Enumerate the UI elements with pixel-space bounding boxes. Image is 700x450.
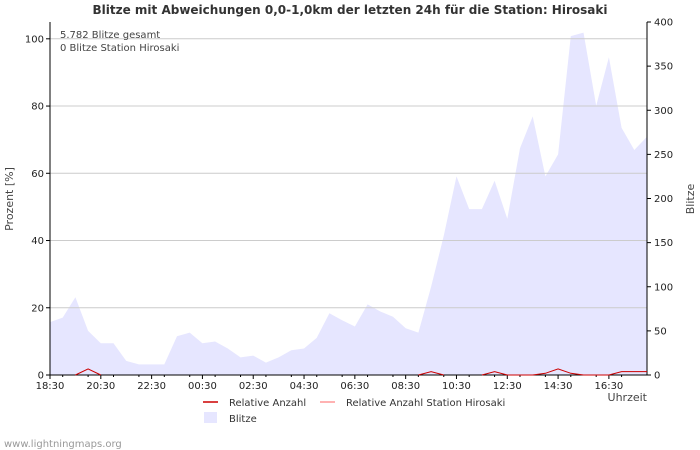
y-axis-left-label: Prozent [%] bbox=[3, 167, 16, 231]
ytick-right-label: 100 bbox=[654, 282, 673, 293]
legend-relative-station-label: Relative Anzahl Station Hirosaki bbox=[346, 398, 505, 409]
xtick-label: 20:30 bbox=[86, 381, 115, 392]
ytick-left-label: 20 bbox=[31, 303, 44, 314]
xtick-label: 22:30 bbox=[137, 381, 166, 392]
xtick-label: 06:30 bbox=[340, 381, 369, 392]
ytick-left-label: 0 bbox=[38, 371, 44, 382]
ytick-left-label: 60 bbox=[31, 169, 44, 180]
relative-anzahl-line bbox=[75, 368, 647, 376]
xtick-label: 08:30 bbox=[391, 381, 420, 392]
ytick-right-label: 0 bbox=[654, 371, 660, 382]
ytick-right-label: 400 bbox=[654, 18, 673, 29]
blitze-area bbox=[50, 32, 647, 375]
ytick-right-label: 250 bbox=[654, 150, 673, 161]
xtick-label: 16:30 bbox=[594, 381, 623, 392]
ytick-right-label: 150 bbox=[654, 238, 673, 249]
legend-blitze-label: Blitze bbox=[229, 414, 257, 425]
x-axis-label: Uhrzeit bbox=[608, 391, 648, 404]
ytick-right-label: 200 bbox=[654, 194, 673, 205]
xtick-label: 00:30 bbox=[188, 381, 217, 392]
ytick-right-label: 350 bbox=[654, 62, 673, 73]
xtick-label: 14:30 bbox=[544, 381, 573, 392]
xtick-label: 18:30 bbox=[36, 381, 65, 392]
ytick-right-label: 50 bbox=[654, 326, 667, 337]
info-station: 0 Blitze Station Hirosaki bbox=[60, 43, 179, 54]
xtick-label: 10:30 bbox=[442, 381, 471, 392]
legend-relative-label: Relative Anzahl bbox=[229, 398, 306, 409]
ytick-left-label: 40 bbox=[31, 236, 44, 247]
chart-title: Blitze mit Abweichungen 0,0-1,0km der le… bbox=[93, 3, 608, 17]
y-axis-right-label: Blitze bbox=[684, 184, 697, 215]
xtick-label: 02:30 bbox=[239, 381, 268, 392]
footer-source: www.lightningmaps.org bbox=[4, 439, 122, 450]
ytick-left-label: 100 bbox=[25, 34, 44, 45]
xtick-label: 12:30 bbox=[493, 381, 522, 392]
ytick-left-label: 80 bbox=[31, 102, 44, 113]
ytick-right-label: 300 bbox=[654, 106, 673, 117]
legend-blitze-swatch bbox=[204, 412, 217, 423]
xtick-label: 04:30 bbox=[290, 381, 319, 392]
info-total: 5.782 Blitze gesamt bbox=[60, 30, 160, 41]
